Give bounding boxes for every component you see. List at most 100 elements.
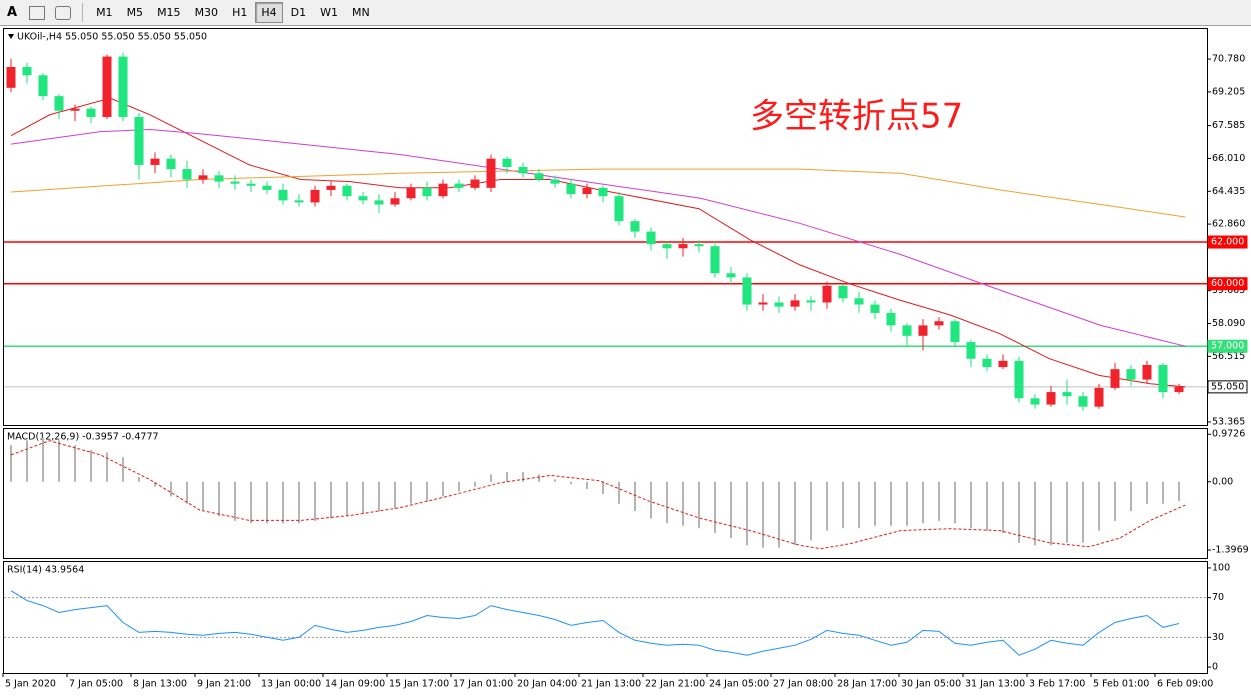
separator	[82, 3, 84, 22]
background	[0, 26, 1251, 697]
candle-body	[630, 221, 640, 232]
price-label: 60.000	[1211, 278, 1244, 289]
macd-bar	[954, 481, 956, 524]
timeframe-button[interactable]: M15	[157, 6, 181, 19]
text-tool[interactable]: A	[7, 5, 18, 20]
macd-bar	[442, 481, 444, 497]
macd-bar	[250, 481, 252, 524]
candle-body	[470, 179, 480, 188]
macd-bar	[490, 474, 492, 482]
timeframe-button[interactable]: M5	[126, 6, 144, 19]
timeframe-button[interactable]: H1	[232, 6, 248, 19]
candle-body	[1062, 392, 1072, 397]
candle-body	[390, 198, 400, 205]
candle-body	[870, 304, 880, 313]
candle-body	[886, 312, 896, 326]
toolbar: A M1 M5 M15 M30 H1 H4 D1 W1 MN	[0, 0, 1251, 26]
timeframe-button[interactable]: MN	[351, 6, 370, 19]
macd-bar	[426, 481, 428, 502]
y-tick-label: 56.515	[1212, 351, 1245, 362]
macd-pane	[3, 428, 1208, 559]
x-tick-label: 17 Jan 01:00	[453, 679, 513, 690]
candle-body	[550, 179, 560, 184]
macd-bar	[522, 471, 524, 482]
macd-bar	[986, 481, 988, 531]
candle-body	[38, 75, 48, 97]
y-tick-label: 62.860	[1212, 219, 1245, 230]
macd-bar	[730, 481, 732, 538]
macd-bar	[1114, 481, 1116, 521]
macd-bar	[826, 481, 828, 531]
candle-body	[198, 175, 208, 180]
y-tick-label: 67.585	[1212, 120, 1245, 131]
macd-bar	[810, 481, 812, 541]
candle-body	[1174, 386, 1184, 393]
candle-body	[822, 285, 832, 303]
signal-line	[10, 440, 1186, 550]
candle-body	[294, 200, 304, 203]
timeframe-button[interactable]: M30	[194, 6, 219, 19]
y-tick-label: 66.010	[1212, 153, 1245, 164]
candle-body	[1014, 360, 1024, 399]
macd-bar	[474, 481, 476, 487]
candle-body	[102, 56, 112, 117]
timeframe-button[interactable]: D1	[290, 6, 307, 19]
label-tool[interactable]	[29, 5, 46, 20]
candle-body	[774, 302, 784, 307]
macd-bar	[202, 481, 204, 512]
x-tick-label: 6 Feb 09:00	[1157, 679, 1213, 690]
candle-body	[1110, 369, 1120, 388]
macd-bar	[586, 481, 588, 490]
x-tick-label: 24 Jan 05:00	[709, 679, 769, 690]
macd-bar	[650, 481, 652, 519]
timeframe-button[interactable]: M1	[96, 6, 113, 19]
macd-bar	[906, 481, 908, 526]
candle-body	[182, 169, 192, 180]
x-tick-label: 28 Jan 17:00	[837, 679, 897, 690]
macd-bar	[858, 481, 860, 529]
y-tick-label: 0	[1212, 662, 1218, 673]
macd-bar	[26, 440, 28, 482]
candle-body	[998, 360, 1008, 368]
candle-body	[646, 231, 656, 245]
y-tick-label: 64.435	[1212, 186, 1245, 197]
candle-body	[230, 181, 240, 184]
macd-bar	[794, 481, 796, 546]
candle-body	[534, 173, 544, 180]
x-tick-label: 20 Jan 04:00	[517, 679, 577, 690]
price-pane	[3, 28, 1208, 426]
candle-body	[1158, 364, 1168, 393]
candle-body	[454, 183, 464, 188]
x-tick-label: 5 Feb 01:00	[1093, 679, 1149, 690]
macd-bar	[506, 471, 508, 482]
candle-body	[502, 158, 512, 168]
arrow-tool[interactable]	[55, 5, 72, 20]
macd-title: MACD(12,26,9) -0.3957 -0.4777	[7, 432, 159, 443]
candle-body	[246, 183, 256, 186]
macd-bar	[154, 481, 156, 487]
moving-average	[10, 168, 1186, 218]
timeframe-button[interactable]: W1	[320, 6, 338, 19]
candle-body	[278, 189, 288, 201]
candle-body	[678, 244, 688, 249]
macd-bar	[778, 481, 780, 548]
candle-body	[1126, 369, 1136, 380]
x-tick-label: 8 Jan 13:00	[133, 679, 187, 690]
rsi-line	[10, 590, 1180, 656]
macd-bar	[234, 481, 236, 521]
timeframe-button[interactable]: H4	[255, 2, 283, 23]
candle-body	[134, 116, 144, 165]
candle-body	[710, 246, 720, 274]
candle-body	[214, 175, 224, 182]
candle-body	[358, 196, 368, 201]
macd-bar	[362, 481, 364, 514]
x-tick-label: 27 Jan 08:00	[773, 679, 833, 690]
candle-body	[966, 342, 976, 359]
x-tick-label: 3 Feb 17:00	[1029, 679, 1085, 690]
x-tick-label: 5 Jan 2020	[5, 679, 56, 690]
macd-bar	[410, 481, 412, 504]
macd-bar	[1034, 481, 1036, 546]
macd-bar	[266, 481, 268, 524]
candle-body	[150, 158, 160, 165]
